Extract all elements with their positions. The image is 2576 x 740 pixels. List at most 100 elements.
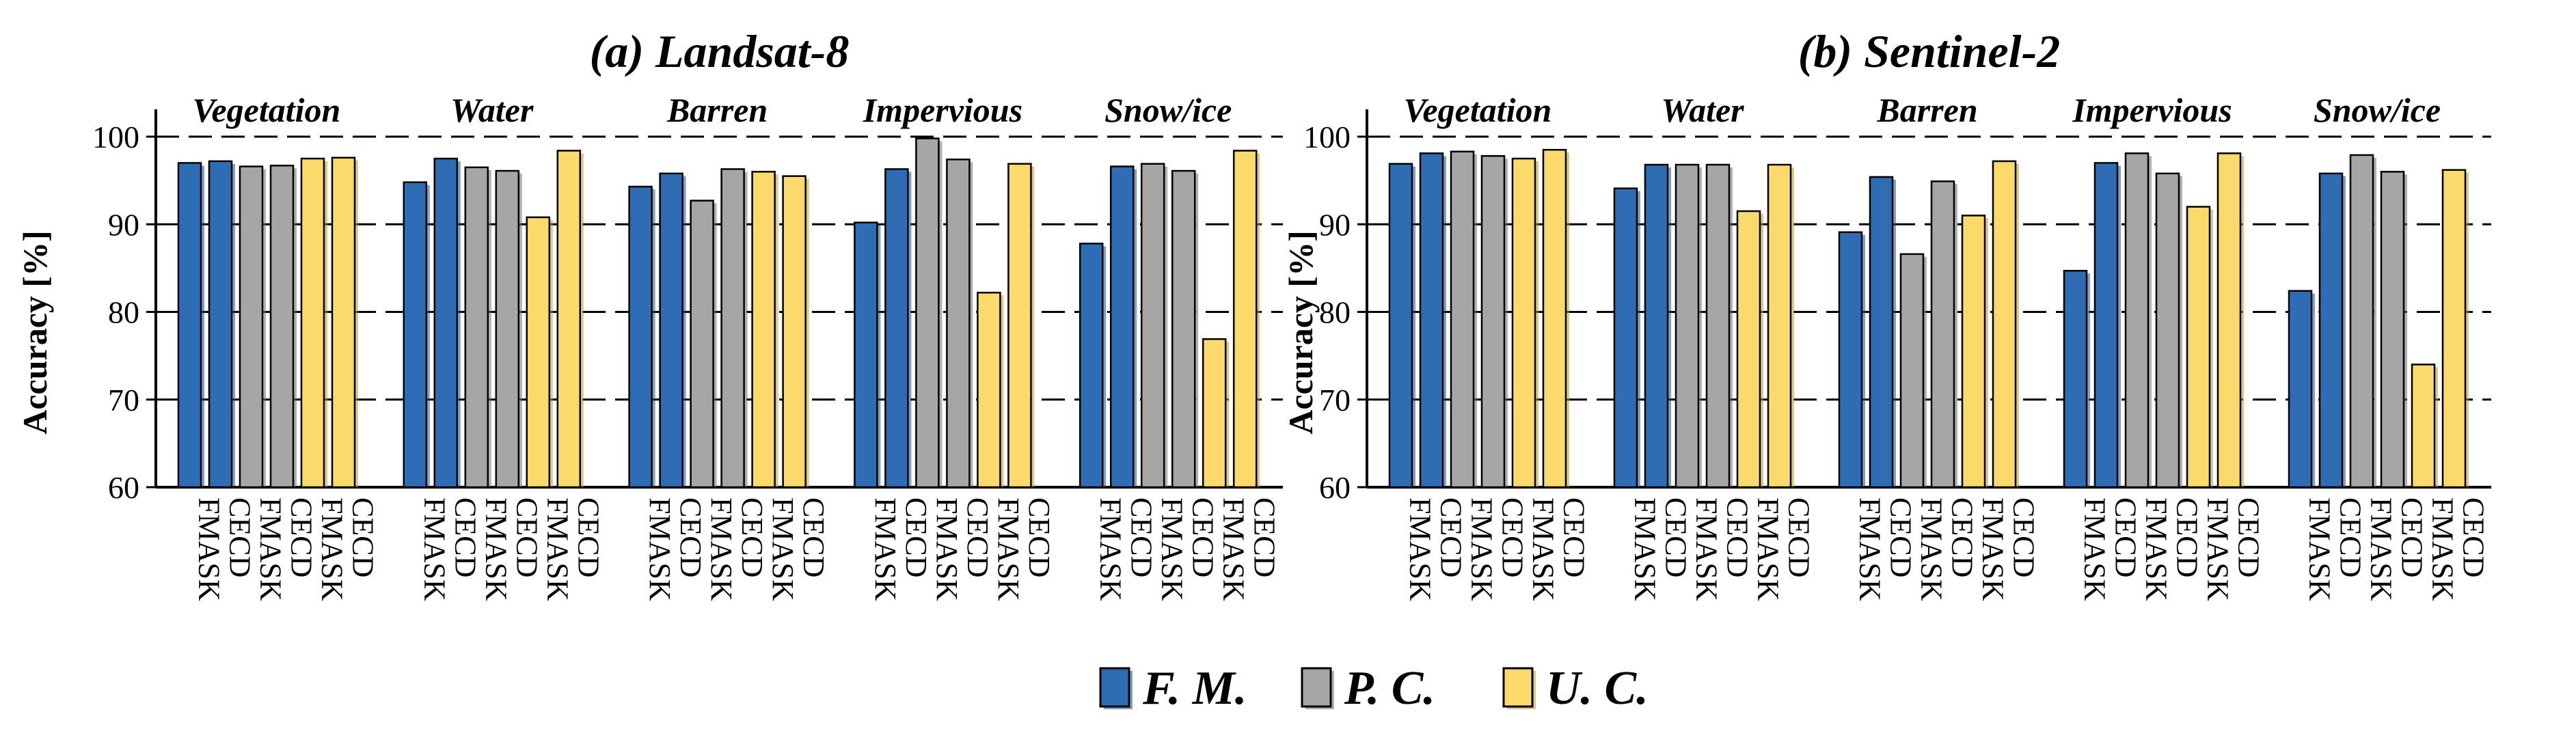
y-tick-label: 100	[92, 120, 139, 154]
bar-uc	[526, 216, 551, 489]
y-tick-label: 80	[1319, 295, 1351, 330]
bar-fm	[403, 181, 428, 489]
bar-uc	[1961, 215, 1986, 489]
bar-uc	[1511, 157, 1536, 489]
y-axis-label: Accuracy [%]	[16, 230, 54, 435]
y-tick-label: 100	[1303, 120, 1351, 154]
x-tick-label: FMASK	[992, 497, 1025, 601]
x-tick-label: FMASK	[930, 497, 964, 601]
bar-pc	[2380, 171, 2405, 489]
bar-uc	[977, 292, 1001, 489]
y-tick-label: 70	[1319, 383, 1351, 417]
legend-swatch-fm	[1099, 667, 1130, 708]
x-tick-label: CECD	[961, 497, 994, 577]
chart-title: (b) Sentinel-2	[1798, 25, 2060, 77]
x-tick-label: CECD	[2007, 497, 2041, 577]
bar-uc	[1767, 163, 1792, 489]
x-tick-label: FMASK	[643, 497, 677, 601]
x-tick-label: CECD	[735, 497, 769, 577]
bar-pc	[1171, 169, 1196, 489]
x-tick-label: FMASK	[2426, 497, 2460, 601]
bar-pc	[915, 137, 940, 489]
x-tick-label: CECD	[1946, 497, 1979, 577]
bar-pc	[269, 165, 295, 489]
y-tick-label: 90	[1319, 207, 1351, 242]
bar-pc	[1480, 154, 1506, 489]
x-tick-label: CECD	[2232, 497, 2266, 577]
group-label: Vegetation	[193, 91, 341, 129]
x-tick-label: FMASK	[2140, 497, 2173, 601]
x-tick-label: CECD	[1721, 497, 1754, 577]
bar-pc	[239, 165, 264, 489]
x-tick-label: FMASK	[1915, 497, 1949, 601]
x-tick-label: CECD	[1187, 497, 1220, 577]
bar-uc	[1736, 210, 1761, 489]
x-tick-label: FMASK	[705, 497, 738, 601]
group-label: Impervious	[2072, 91, 2232, 129]
x-tick-label: FMASK	[2303, 497, 2337, 601]
x-tick-label: FMASK	[2201, 497, 2235, 601]
bar-uc	[2441, 169, 2467, 489]
legend-label: P. C.	[1344, 662, 1435, 715]
x-tick-label: CECD	[1248, 497, 1282, 577]
x-tick-label: FMASK	[1854, 497, 1887, 601]
x-tick-label: FMASK	[1465, 497, 1499, 601]
bar-uc	[751, 171, 776, 489]
x-tick-label: FMASK	[2365, 497, 2398, 601]
bar-pc	[1705, 163, 1731, 489]
x-tick-label: FMASK	[1752, 497, 1785, 601]
legend-label: U. C.	[1546, 662, 1649, 715]
x-tick-label: CECD	[2457, 497, 2491, 577]
x-tick-label: FMASK	[541, 497, 574, 601]
y-tick-label: 60	[108, 470, 139, 505]
x-tick-label: CECD	[1496, 497, 1530, 577]
x-tick-label: CECD	[1782, 497, 1816, 577]
x-tick-label: FMASK	[193, 497, 226, 601]
x-tick-label: CECD	[448, 497, 482, 577]
bar-pc	[1450, 150, 1475, 489]
bar-fm	[2093, 162, 2119, 489]
x-tick-label: FMASK	[1094, 497, 1128, 601]
x-tick-label: CECD	[2396, 497, 2429, 577]
group-label: Barren	[1876, 91, 1977, 129]
legend-label: F. M.	[1142, 662, 1247, 715]
x-tick-label: CECD	[1022, 497, 1056, 577]
bar-uc	[1542, 148, 1567, 489]
bar-pc	[2349, 154, 2374, 489]
x-tick-label: FMASK	[869, 497, 902, 601]
group-label: Snow/ice	[1104, 91, 1232, 129]
bar-fm	[628, 185, 653, 489]
legend-swatch-uc	[1502, 667, 1534, 708]
bar-pc	[720, 168, 745, 489]
panel-sentinel-2: (b) Sentinel-2 60 70 80 90 100 Accuracy [%] Veg…	[1282, 25, 2491, 601]
x-tick-label: CECD	[571, 497, 605, 577]
group-label: Vegetation	[1404, 91, 1552, 129]
x-tick-label: CECD	[797, 497, 830, 577]
x-tick-label: CECD	[899, 497, 933, 577]
bar-fm	[1869, 176, 1894, 489]
bar-fm	[2288, 290, 2313, 489]
panel-landsat-8: (a) Landsat-8 60 70 80 90 100 Accuracy [%] Vege…	[16, 25, 1283, 601]
bar-uc	[2216, 152, 2242, 489]
bar-fm	[2318, 172, 2344, 489]
bar-fm	[884, 168, 909, 489]
x-tick-label: FMASK	[1156, 497, 1189, 601]
x-tick-label: FMASK	[1977, 497, 2010, 601]
x-tick-label: FMASK	[1629, 497, 1662, 601]
x-tick-label: FMASK	[254, 497, 288, 601]
y-tick-label: 80	[108, 295, 139, 330]
bar-pc	[1930, 180, 1955, 489]
bar-fm	[2063, 269, 2088, 489]
bar-fm	[208, 160, 233, 489]
bar-pc	[495, 169, 520, 489]
bar-uc	[1992, 160, 2017, 489]
x-tick-label: CECD	[2109, 497, 2143, 577]
bar-pc	[690, 200, 714, 489]
x-tick-label: FMASK	[1404, 497, 1437, 601]
x-tick-label: CECD	[2171, 497, 2204, 577]
x-tick-label: FMASK	[418, 497, 451, 601]
x-tick-label: FMASK	[316, 497, 349, 601]
group-label: Water	[450, 91, 534, 129]
bar-uc	[2411, 364, 2436, 489]
